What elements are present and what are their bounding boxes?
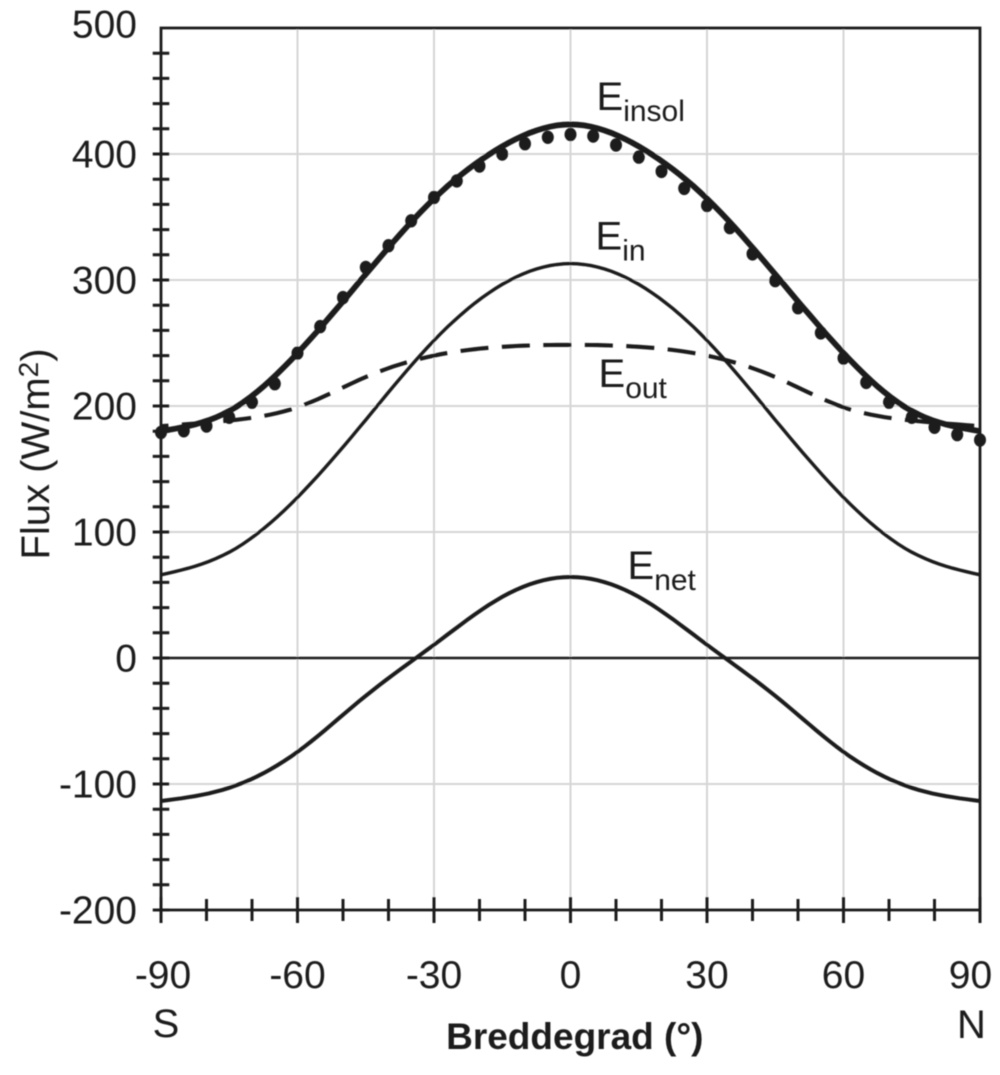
- svg-text:90: 90: [949, 954, 992, 997]
- svg-text:0: 0: [115, 638, 137, 681]
- svg-text:N: N: [957, 1003, 986, 1047]
- svg-text:-30: -30: [406, 954, 462, 997]
- svg-text:Breddegrad (°): Breddegrad (°): [446, 1016, 703, 1057]
- svg-text:30: 30: [685, 954, 728, 997]
- svg-text:60: 60: [822, 954, 865, 997]
- svg-text:300: 300: [72, 260, 137, 303]
- svg-text:200: 200: [72, 386, 137, 429]
- svg-text:400: 400: [72, 134, 137, 177]
- svg-text:S: S: [153, 1002, 180, 1046]
- svg-text:-60: -60: [269, 954, 325, 997]
- svg-text:Flux (W/m2): Flux (W/m2): [13, 348, 58, 559]
- svg-text:-100: -100: [59, 764, 137, 807]
- svg-text:-90: -90: [135, 954, 191, 997]
- svg-text:100: 100: [72, 512, 137, 555]
- svg-text:-200: -200: [59, 890, 137, 933]
- svg-text:0: 0: [560, 954, 582, 997]
- svg-text:500: 500: [72, 4, 137, 47]
